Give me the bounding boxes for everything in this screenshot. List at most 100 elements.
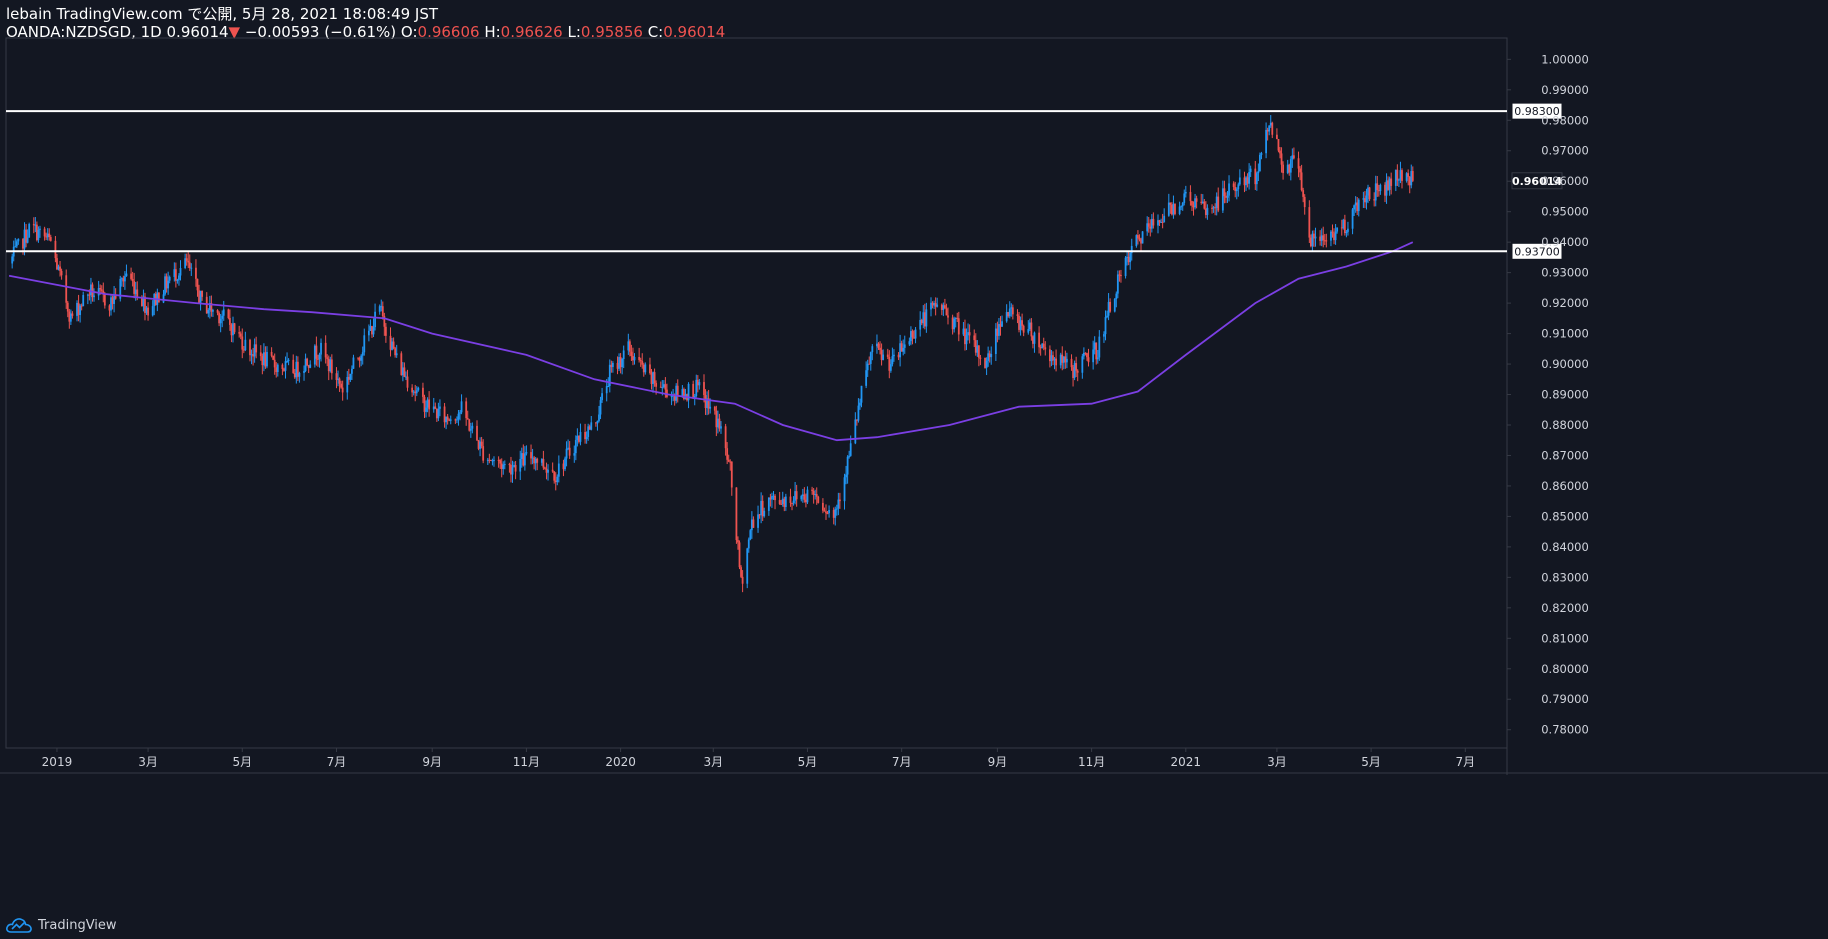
candle-up bbox=[902, 347, 905, 352]
candle-down bbox=[497, 459, 500, 461]
candle-up bbox=[767, 497, 770, 511]
last-price-label: 0.96014 bbox=[1512, 175, 1562, 188]
candle-down bbox=[696, 379, 699, 386]
candle-up bbox=[1180, 206, 1183, 208]
candle-up bbox=[599, 400, 602, 415]
candle-down bbox=[510, 464, 512, 475]
candle-down bbox=[943, 305, 946, 309]
candle-up bbox=[57, 266, 60, 270]
candle-down bbox=[422, 387, 424, 397]
candle-down bbox=[249, 339, 251, 356]
candle-down bbox=[489, 459, 492, 461]
candle-down bbox=[730, 461, 733, 488]
candle-down bbox=[1325, 240, 1328, 242]
candle-up bbox=[168, 276, 171, 281]
candle-down bbox=[1195, 198, 1198, 202]
candle-down bbox=[1211, 207, 1213, 209]
candle-up bbox=[449, 419, 452, 421]
candle-down bbox=[1086, 353, 1088, 358]
candle-down bbox=[216, 310, 219, 313]
candle-down bbox=[306, 358, 309, 366]
candle-up bbox=[1065, 358, 1068, 363]
candle-up bbox=[1082, 352, 1085, 357]
y-tick-label: 0.82000 bbox=[1541, 601, 1589, 615]
candle-up bbox=[557, 463, 560, 477]
candle-down bbox=[724, 426, 727, 449]
level-label-box bbox=[1511, 242, 1563, 260]
candle-up bbox=[869, 352, 872, 364]
candle-up bbox=[320, 342, 322, 355]
candle-up bbox=[706, 398, 708, 408]
x-tick-label: 5月 bbox=[798, 755, 818, 769]
candle-up bbox=[207, 310, 210, 314]
candle-up bbox=[860, 385, 863, 403]
y-tick-label: 0.90000 bbox=[1541, 357, 1589, 371]
candle-down bbox=[43, 228, 46, 237]
candle-down bbox=[454, 419, 457, 421]
candle-down bbox=[229, 317, 231, 325]
candle-up bbox=[124, 276, 126, 282]
candle-down bbox=[383, 316, 386, 327]
candle-up bbox=[303, 370, 305, 373]
candle-up bbox=[1005, 312, 1008, 322]
candle-up bbox=[287, 359, 290, 361]
candle-down bbox=[740, 567, 742, 577]
candle-down bbox=[241, 336, 244, 350]
candle-up bbox=[513, 464, 515, 468]
candle-down bbox=[562, 463, 565, 470]
candle-up bbox=[1259, 154, 1261, 172]
candle-down bbox=[735, 487, 738, 541]
candle-up bbox=[313, 345, 316, 365]
candle-up bbox=[954, 317, 957, 319]
candle-down bbox=[233, 323, 236, 333]
candle-up bbox=[859, 402, 861, 406]
candle-down bbox=[1300, 172, 1303, 191]
candle-down bbox=[1214, 207, 1217, 209]
candle-up bbox=[1129, 253, 1132, 263]
candle-up bbox=[426, 399, 429, 408]
candle-down bbox=[482, 446, 485, 461]
candle-up bbox=[153, 294, 156, 307]
candle-up bbox=[749, 530, 752, 540]
candle-down bbox=[886, 354, 889, 357]
footer-brand[interactable]: TradingView bbox=[6, 917, 117, 933]
candle-up bbox=[415, 390, 418, 394]
candle-down bbox=[54, 240, 57, 259]
candle-up bbox=[621, 358, 624, 368]
candle-up bbox=[1367, 187, 1369, 196]
candle-up bbox=[985, 360, 988, 368]
candle-down bbox=[1169, 202, 1172, 205]
candle-down bbox=[71, 313, 74, 316]
low-value: 0.95856 bbox=[580, 23, 643, 41]
candle-down bbox=[1217, 196, 1220, 211]
candle-up bbox=[378, 306, 381, 312]
candle-up bbox=[800, 495, 803, 500]
candle-down bbox=[676, 385, 679, 397]
candle-down bbox=[293, 373, 296, 378]
candle-up bbox=[457, 413, 460, 420]
candle-up bbox=[871, 346, 874, 353]
candle-down bbox=[536, 458, 539, 463]
candle-up bbox=[849, 443, 852, 456]
candle-up bbox=[417, 387, 420, 391]
candle-up bbox=[262, 352, 265, 366]
candle-up bbox=[1215, 196, 1218, 208]
candle-down bbox=[1331, 231, 1334, 234]
candle-down bbox=[358, 357, 361, 361]
y-tick-label: 0.89000 bbox=[1541, 388, 1589, 402]
candle-down bbox=[823, 510, 826, 512]
candle-up bbox=[1336, 227, 1339, 232]
candle-down bbox=[879, 347, 881, 351]
candle-down bbox=[1087, 357, 1090, 363]
candle-up bbox=[1092, 349, 1095, 363]
candle-up bbox=[936, 304, 939, 307]
candle-up bbox=[720, 426, 722, 429]
candle-down bbox=[403, 367, 406, 377]
candle-down bbox=[1333, 233, 1335, 241]
candle-up bbox=[1163, 215, 1166, 223]
candle-down bbox=[230, 324, 233, 336]
candle-down bbox=[1038, 332, 1040, 348]
candle-down bbox=[1022, 325, 1025, 333]
candle-up bbox=[962, 328, 965, 335]
